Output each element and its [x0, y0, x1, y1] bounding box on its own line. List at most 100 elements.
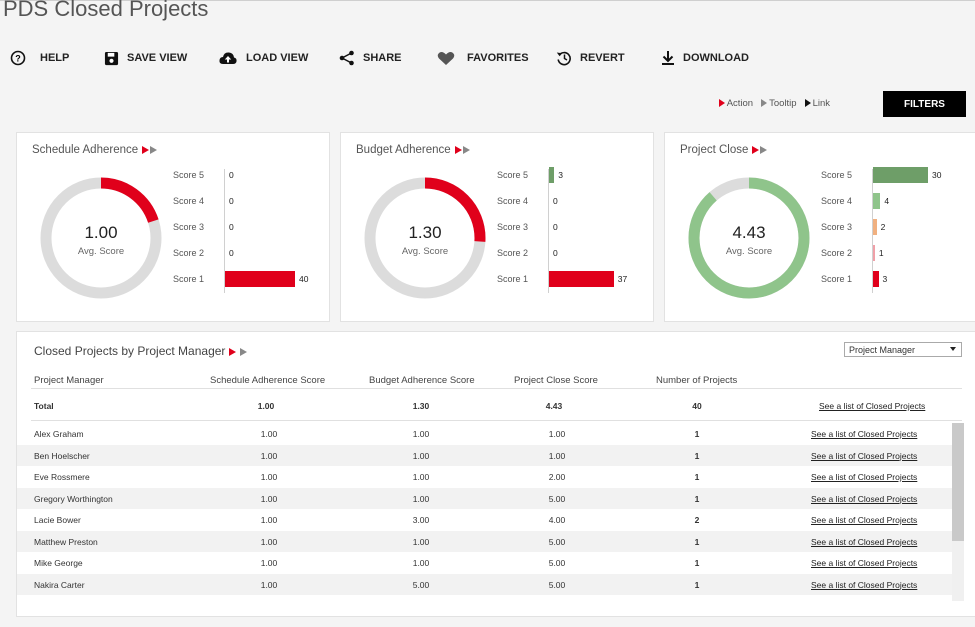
col-header-budget[interactable]: Budget Adherence Score: [369, 375, 475, 386]
col-header-manager[interactable]: Project Manager: [34, 375, 104, 386]
table-row[interactable]: Ben Hoelscher 1.00 1.00 1.00 1 See a lis…: [17, 444, 952, 466]
tooltip-triangle-icon[interactable]: [462, 145, 470, 154]
scrollbar-thumb[interactable]: [952, 423, 964, 541]
table-row[interactable]: Eve Rossmere 1.00 1.00 2.00 1 See a list…: [17, 466, 952, 488]
favorites-button[interactable]: FAVORITES: [437, 48, 529, 68]
closed-projects-link[interactable]: See a list of Closed Projects: [811, 450, 918, 461]
score-bar[interactable]: [873, 219, 877, 235]
share-button[interactable]: SHARE: [339, 48, 402, 68]
table-row[interactable]: Mike George 1.00 1.00 5.00 1 See a list …: [17, 552, 952, 574]
col-header-close[interactable]: Project Close Score: [514, 375, 598, 386]
download-button[interactable]: DOWNLOAD: [661, 48, 749, 68]
budget-score: 5.00: [412, 579, 430, 590]
tooltip-triangle-icon[interactable]: [760, 145, 768, 154]
score-bar[interactable]: [549, 167, 555, 183]
schedule-adherence-donut[interactable]: 1.00 Avg. Score: [38, 175, 164, 301]
total-divider: [31, 420, 962, 421]
closed-projects-link[interactable]: See a list of Closed Projects: [811, 536, 918, 547]
group-by-dropdown[interactable]: Project Manager: [844, 342, 962, 357]
action-triangle-icon[interactable]: [454, 145, 462, 154]
dropdown-value: Project Manager: [849, 344, 916, 355]
bar-label: Score 4: [173, 196, 205, 206]
action-triangle-icon[interactable]: [142, 145, 150, 154]
bar-label: Score 2: [821, 248, 853, 258]
score-bar[interactable]: [549, 271, 614, 287]
project-close-card: Project Close 4.43 Avg. Score Score 5 30 S…: [664, 132, 975, 322]
manager-name: Ben Hoelscher: [34, 450, 90, 461]
avg-score-value: 1.00: [84, 223, 118, 242]
bar-value: 0: [229, 170, 234, 180]
budget-adherence-donut[interactable]: 1.30 Avg. Score: [362, 175, 488, 301]
bar-label: Score 2: [173, 248, 205, 258]
save-view-label: SAVE VIEW: [127, 52, 188, 64]
score-bar[interactable]: [873, 245, 875, 261]
action-triangle-icon[interactable]: [752, 145, 760, 154]
table-row[interactable]: Alex Graham 1.00 1.00 1.00 1 See a list …: [17, 423, 952, 445]
action-triangle-icon[interactable]: [229, 347, 237, 356]
col-header-schedule[interactable]: Schedule Adherence Score: [210, 375, 326, 386]
table-row[interactable]: Nakira Carter 1.00 5.00 5.00 1 See a lis…: [17, 573, 952, 595]
tooltip-triangle-icon[interactable]: [150, 145, 158, 154]
donut-arc: [364, 177, 486, 299]
project-close-donut[interactable]: 4.43 Avg. Score: [686, 175, 812, 301]
score-bar[interactable]: [873, 193, 881, 209]
budget-score: 1.00: [412, 493, 430, 504]
load-view-button[interactable]: LOAD VIEW: [218, 48, 308, 68]
closed-projects-link[interactable]: See a list of Closed Projects: [811, 493, 918, 504]
close-score: 5.00: [548, 536, 566, 547]
bar-label: Score 4: [497, 196, 529, 206]
bar-label: Score 5: [821, 170, 853, 180]
top-divider: [0, 0, 975, 1]
project-count: 1: [694, 472, 700, 482]
schedule-score: 1.00: [260, 450, 278, 461]
schedule-score: 1.00: [260, 515, 278, 525]
table-row[interactable]: Matthew Preston 1.00 1.00 5.00 1 See a l…: [17, 530, 952, 552]
table-scrollbar[interactable]: [952, 423, 964, 601]
donut-chart: [40, 177, 162, 299]
project-count: 2: [694, 515, 700, 525]
budget-score: 1.00: [412, 472, 430, 482]
avg-score-value: 4.43: [732, 223, 766, 242]
help-label: HELP: [40, 52, 70, 64]
table-row[interactable]: Lacie Bower 1.00 3.00 4.00 2 See a list …: [17, 509, 952, 531]
manager-name: Matthew Preston: [34, 536, 98, 547]
score-bar[interactable]: [873, 271, 879, 287]
bar-axis: [548, 169, 549, 293]
project-count: 1: [694, 450, 700, 461]
donut-chart: [688, 177, 810, 299]
project-count: 1: [694, 429, 700, 439]
closed-projects-link[interactable]: See a list of Closed Projects: [811, 558, 918, 568]
schedule-score: 1.00: [260, 429, 278, 439]
budget-adherence-card: Budget Adherence 1.30 Avg. Score Score 5…: [340, 132, 654, 322]
help-button[interactable]: ? HELP: [10, 48, 69, 68]
score-bar[interactable]: [873, 167, 928, 183]
tooltip-triangle-icon[interactable]: [240, 347, 248, 356]
bar-label: Score 3: [497, 222, 529, 232]
total-closed-projects-link[interactable]: See a list of Closed Projects: [819, 401, 926, 411]
legend-tooltip: Tooltip: [761, 98, 797, 109]
schedule-score: 1.00: [260, 536, 278, 547]
pm-table-title-text: Closed Projects by Project Manager: [34, 344, 226, 358]
closed-projects-link[interactable]: See a list of Closed Projects: [811, 472, 918, 482]
closed-projects-link[interactable]: See a list of Closed Projects: [811, 429, 918, 439]
project-count: 1: [694, 493, 700, 504]
svg-text:?: ?: [15, 54, 21, 64]
closed-projects-link[interactable]: See a list of Closed Projects: [811, 515, 918, 525]
closed-projects-link[interactable]: See a list of Closed Projects: [811, 579, 918, 590]
total-schedule: 1.00: [257, 401, 275, 411]
total-count: 40: [692, 401, 702, 411]
score-bar[interactable]: [225, 271, 295, 287]
close-score: 5.00: [548, 579, 566, 590]
revert-button[interactable]: REVERT: [556, 48, 625, 68]
filters-button[interactable]: FILTERS: [883, 91, 966, 117]
col-header-count[interactable]: Number of Projects: [656, 375, 738, 386]
revert-label: REVERT: [580, 52, 625, 64]
table-row[interactable]: Gregory Worthington 1.00 1.00 5.00 1 See…: [17, 487, 952, 509]
schedule-score: 1.00: [260, 472, 278, 482]
schedule-adherence-card: Schedule Adherence 1.00 Avg. Score Score…: [16, 132, 330, 322]
legend-action-label: Action: [726, 98, 754, 109]
bar-value: 30: [932, 170, 942, 180]
bar-label: Score 5: [497, 170, 529, 180]
save-view-button[interactable]: SAVE VIEW: [104, 48, 187, 68]
bar-value: 2: [880, 222, 886, 232]
